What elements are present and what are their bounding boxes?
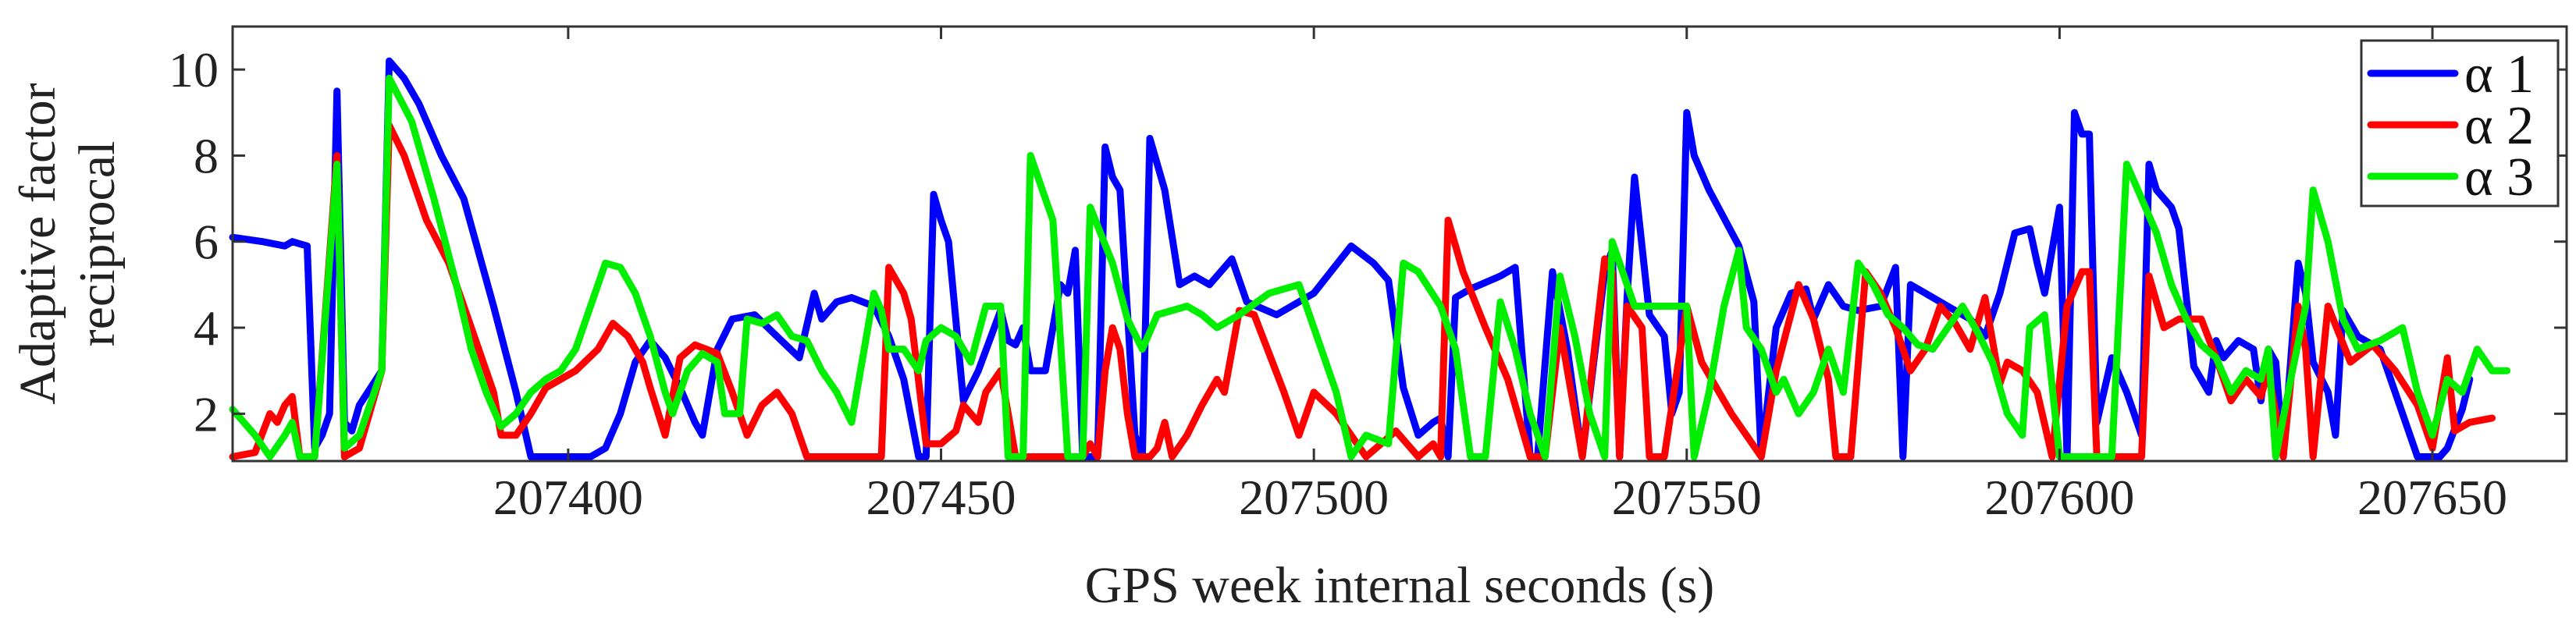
y-axis-label-line-2: reciprocal [69,141,126,347]
tick-layer: 207400 207450 207500 207550 207600 207650 2 4 6 8… [169,27,2567,525]
legend-label-3: α 3 [2464,147,2534,208]
series-layer [229,57,2511,460]
x-axis-label: GPS week internal seconds (s) [1085,557,1715,614]
x-tick-label: 207500 [1239,470,1389,525]
x-tick-label: 207400 [493,470,643,525]
y-tick-label: 6 [194,215,219,270]
series-line-1 [229,57,2474,460]
x-tick-label: 207450 [866,470,1016,525]
y-axis-label-line-1: Adaptive factor [9,83,66,404]
series-line-3 [229,74,2511,460]
legend-label-2: α 2 [2464,96,2534,156]
series-line-2 [229,122,2496,460]
x-tick-label: 207650 [2357,470,2507,525]
y-tick-label: 2 [194,386,219,442]
plot-frame [231,25,2568,463]
legend: α 1α 2α 3 [2360,39,2560,208]
y-tick-label: 8 [194,128,219,183]
x-tick-label: 207550 [1612,470,1762,525]
x-tick-label: 207600 [1984,470,2134,525]
y-tick-label: 10 [169,42,219,98]
y-tick-label: 4 [194,300,219,356]
legend-label-1: α 1 [2464,44,2534,105]
